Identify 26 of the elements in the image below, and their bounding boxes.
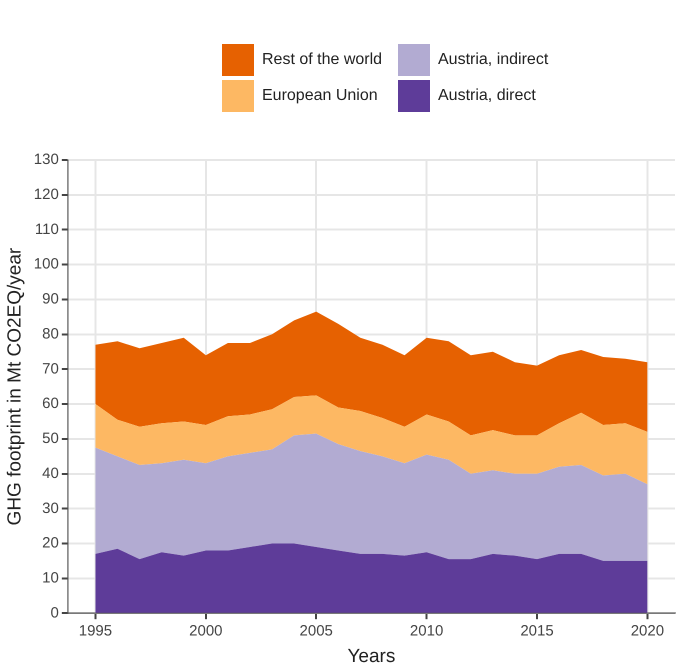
- y-tick-label: 90: [42, 290, 59, 308]
- y-axis-title: GHG footprint in Mt CO2EQ/year: [4, 247, 26, 526]
- legend-label: Austria, indirect: [438, 51, 548, 69]
- y-tick-label: 120: [34, 186, 59, 203]
- y-tick-label: 0: [50, 604, 59, 622]
- x-tick-label: 2015: [520, 622, 554, 640]
- legend-label: European Union: [262, 87, 378, 105]
- x-tick-label: 2005: [300, 622, 333, 640]
- y-tick-label: 20: [42, 534, 59, 552]
- y-tick-label: 110: [34, 220, 59, 238]
- legend-label: Austria, direct: [438, 87, 536, 105]
- y-tick-label: 10: [42, 569, 59, 586]
- y-tick-label: 50: [42, 430, 59, 448]
- x-tick-label: 2020: [630, 622, 664, 640]
- y-tick-label: 40: [42, 464, 59, 482]
- x-tick-label: 2010: [410, 622, 444, 640]
- y-tick-label: 30: [42, 500, 59, 517]
- x-tick-label: 1995: [78, 622, 112, 640]
- y-tick-label: 70: [42, 360, 59, 378]
- x-tick-label: 2000: [189, 622, 223, 640]
- y-tick-label: 60: [42, 395, 59, 412]
- y-tick-label: 130: [34, 151, 59, 168]
- y-tick-label: 100: [34, 256, 59, 273]
- x-axis-title: Years: [347, 646, 396, 667]
- y-tick-label: 80: [42, 325, 59, 342]
- legend-label: Rest of the world: [262, 51, 382, 69]
